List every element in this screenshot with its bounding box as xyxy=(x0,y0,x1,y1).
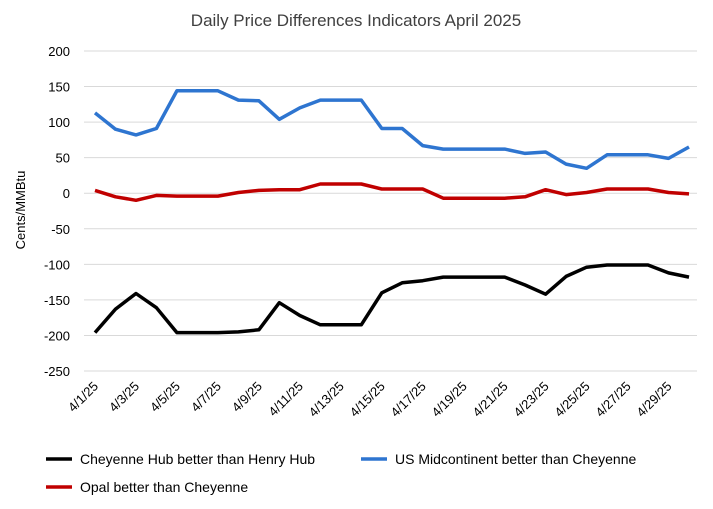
legend: Cheyenne Hub better than Henry Hub US Mid… xyxy=(46,451,636,495)
x-tick-label: 4/19/25 xyxy=(429,379,470,420)
x-tick-label: 4/9/25 xyxy=(229,379,265,415)
gridlines xyxy=(84,50,697,372)
y-tick-label: 100 xyxy=(48,115,70,130)
x-tick-label: 4/3/25 xyxy=(106,379,142,415)
y-tick-label: -150 xyxy=(44,293,70,308)
chart-title: Daily Price Differences Indicators April… xyxy=(191,11,521,30)
legend-label: Opal better than Cheyenne xyxy=(80,479,248,495)
y-tick-label: 0 xyxy=(63,186,70,201)
y-tick-label: -250 xyxy=(44,364,70,379)
y-tick-label: -50 xyxy=(51,222,70,237)
x-tick-labels: 4/1/25 4/3/25 4/5/25 4/7/25 4/9/25 4/11/25 4/1… xyxy=(65,379,675,420)
x-tick-label: 4/25/25 xyxy=(551,379,592,420)
x-tick-label: 4/21/25 xyxy=(469,379,510,420)
y-tick-labels: 200 150 100 50 0 -50 -100 -150 -200 -250 xyxy=(44,44,70,379)
x-tick-label: 4/15/25 xyxy=(347,379,388,420)
x-tick-label: 4/11/25 xyxy=(265,379,306,420)
y-tick-label: 50 xyxy=(56,151,70,166)
x-tick-label: 4/17/25 xyxy=(388,379,429,420)
series-line-3 xyxy=(94,182,690,203)
x-tick-label: 4/27/25 xyxy=(592,379,633,420)
x-tick-label: 4/13/25 xyxy=(306,379,347,420)
y-tick-label: 150 xyxy=(48,80,70,95)
y-tick-label: -200 xyxy=(44,328,70,343)
y-axis-label: Cents/MMBtu xyxy=(13,171,28,250)
series-line-1 xyxy=(93,263,690,335)
series-lines xyxy=(93,89,690,335)
legend-label: Cheyenne Hub better than Henry Hub xyxy=(80,451,315,467)
x-tick-label: 4/23/25 xyxy=(510,379,551,420)
x-tick-label: 4/29/25 xyxy=(633,379,674,420)
y-tick-label: 200 xyxy=(48,44,70,59)
x-tick-label: 4/5/25 xyxy=(147,379,183,415)
series-line-2 xyxy=(93,89,690,171)
legend-label: US Midcontinent better than Cheyenne xyxy=(395,451,636,467)
y-tick-label: -100 xyxy=(44,257,70,272)
x-tick-label: 4/1/25 xyxy=(65,379,101,415)
x-tick-label: 4/7/25 xyxy=(188,379,224,415)
